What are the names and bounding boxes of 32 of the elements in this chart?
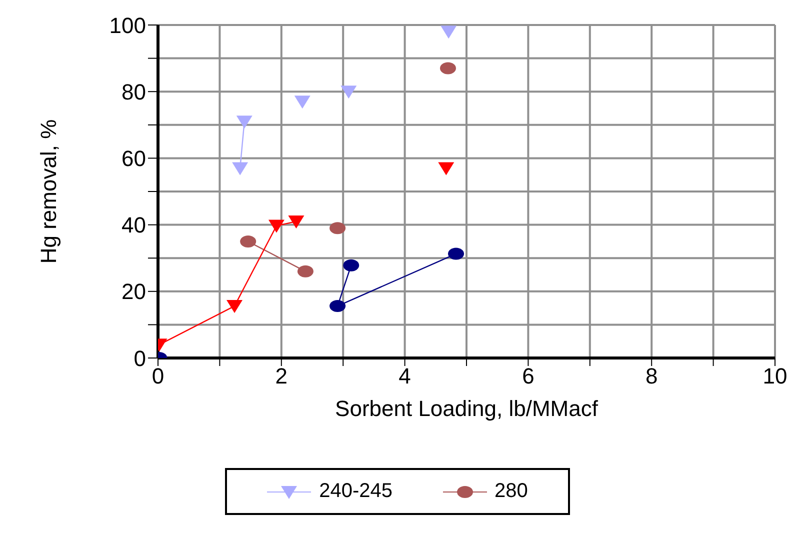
point: [438, 162, 454, 176]
legend-label: 240-245: [319, 480, 393, 503]
y-tick-label: 40: [122, 212, 146, 238]
x-tick-label: 0: [152, 364, 164, 389]
y-tick-label: 60: [122, 146, 146, 172]
point: [268, 220, 284, 233]
y-tick-label: 80: [122, 79, 146, 104]
point: [340, 86, 357, 99]
point: [440, 26, 457, 39]
point: [330, 300, 346, 312]
y-axis-title: Hg removal, %: [36, 119, 61, 264]
x-axis-title: Sorbent Loading, lb/MMacf: [335, 396, 599, 421]
x-tick-label: 4: [398, 364, 411, 389]
legend-label: 280: [494, 480, 528, 503]
point: [330, 222, 346, 234]
y-tick-label: 0: [134, 346, 146, 371]
point: [232, 162, 248, 176]
point: [440, 62, 456, 74]
point: [240, 235, 256, 248]
point: [297, 265, 314, 278]
x-tick-label: 2: [275, 364, 288, 389]
point: [288, 215, 304, 228]
point: [448, 248, 464, 260]
y-tick-label: 100: [109, 12, 146, 38]
x-tick-label: 10: [762, 364, 788, 389]
x-tick-label: 8: [645, 364, 658, 389]
x-tick-label: 6: [522, 364, 534, 389]
y-tick-label: 20: [122, 279, 146, 304]
point: [294, 96, 310, 109]
point: [236, 116, 252, 129]
point: [226, 300, 243, 314]
point: [343, 259, 360, 272]
